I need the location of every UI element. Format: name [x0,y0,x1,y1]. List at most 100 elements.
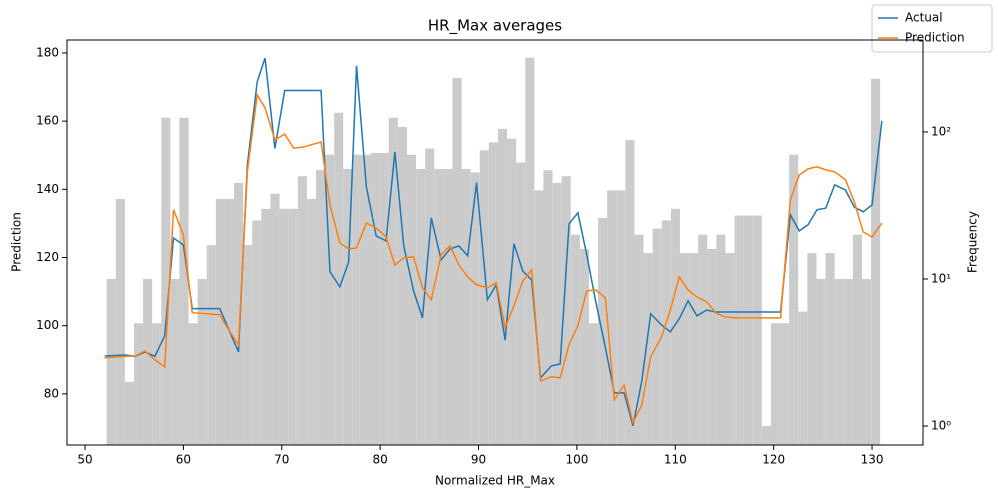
histogram-bar [270,193,280,445]
histogram-bar [670,208,680,445]
histogram-bar [352,154,362,445]
histogram-bar [679,253,690,445]
histogram-bar [334,112,344,445]
histogram-bar [406,154,417,445]
histogram-bar [115,198,125,445]
y-tick-label: 100 [36,318,59,332]
histogram-bar [461,168,471,445]
histogram-bar [170,278,180,445]
y-axis-label: Prediction [10,212,24,272]
y-tick-label: 180 [36,45,59,59]
histogram-bar [752,215,762,445]
histogram-bar [516,162,526,446]
plot-frame [66,39,924,446]
x-tick-label: 70 [274,453,289,467]
histogram-bar [279,208,289,445]
x-tick-label: 80 [373,453,388,467]
histogram-bar [579,248,589,445]
histogram-bar [807,253,817,445]
histogram-bar [588,323,599,445]
histogram-bar [434,168,444,445]
histogram-bar [871,78,881,446]
chart-title: HR_Max averages [428,17,562,36]
histogram-bar [497,128,508,445]
histogram-bar [525,57,535,445]
x-tick-label: 60 [176,453,191,467]
histogram-bar [197,278,207,445]
histogram-bar [698,234,708,445]
y-tick-label: 120 [36,250,59,264]
histogram-bar [661,220,671,445]
histogram-bar [570,234,580,445]
y-tick-label: 160 [36,114,59,128]
histogram-bar [243,245,253,445]
histogram-bar [416,168,426,445]
series-line [104,92,883,426]
histogram-bar [370,152,380,445]
histogram-bar [224,198,235,445]
x-tick-label: 110 [664,453,687,467]
histogram-bar [543,170,553,445]
histogram-bar [725,253,735,445]
histogram-bar [152,323,162,445]
histogram-bar [315,170,326,445]
histogram-bar [534,190,544,445]
histogram-bar [161,117,171,445]
histogram-bar [143,278,153,445]
histogram-bar [780,323,790,445]
x-tick-label: 50 [77,453,92,467]
histogram-bar [215,198,225,445]
histogram-bar [798,311,808,445]
histogram-bar [261,208,271,445]
histogram-bar [707,248,717,445]
y-tick-label: 80 [44,386,59,400]
histogram-bar [761,426,771,445]
histogram-bar [825,253,835,445]
histogram-bar [297,176,307,446]
histogram-bar [834,278,844,445]
histogram-bar [325,154,335,445]
y2-tick-label: 10⁰ [931,419,951,433]
histogram-bar [607,190,617,445]
x-tick-label: 90 [471,453,486,467]
histogram-bar [616,190,626,445]
histogram-bar [816,278,826,445]
histogram-bar [507,138,517,445]
legend-label: Actual [905,11,943,25]
histogram-bar [852,234,862,445]
histogram-bar [479,150,489,445]
histogram-bar [470,172,480,445]
legend-label: Prediction [905,31,965,45]
y2-tick-label: 10² [931,124,951,138]
histogram-bar [124,381,134,445]
histogram-bar [634,234,644,445]
histogram-bar [306,198,316,445]
histogram-bar [561,176,571,446]
histogram-bar [106,278,116,445]
histogram-bar [234,182,244,445]
histogram-bar [770,323,781,445]
histogram-bar [861,278,872,445]
histogram-bar [379,152,389,445]
histogram-bar [743,215,753,445]
x-tick-label: 120 [762,453,785,467]
histogram-bar [643,253,653,445]
histogram-bar [388,117,398,445]
histogram-bar [843,278,853,445]
x-axis-label: Normalized HR_Max [435,474,555,488]
histogram-bar [789,154,799,445]
histogram-bar [179,117,189,445]
histogram-bar [443,168,453,445]
x-tick-label: 100 [565,453,588,467]
histogram-bar [488,142,498,445]
histogram-bar [361,154,371,445]
histogram-bar [343,168,353,445]
histogram-bar [288,208,298,445]
x-tick-label: 130 [861,453,884,467]
histogram-bar [188,323,198,445]
histogram-bar [133,323,144,445]
y2-tick-label: 10¹ [931,271,951,285]
histogram-bar [652,228,662,445]
